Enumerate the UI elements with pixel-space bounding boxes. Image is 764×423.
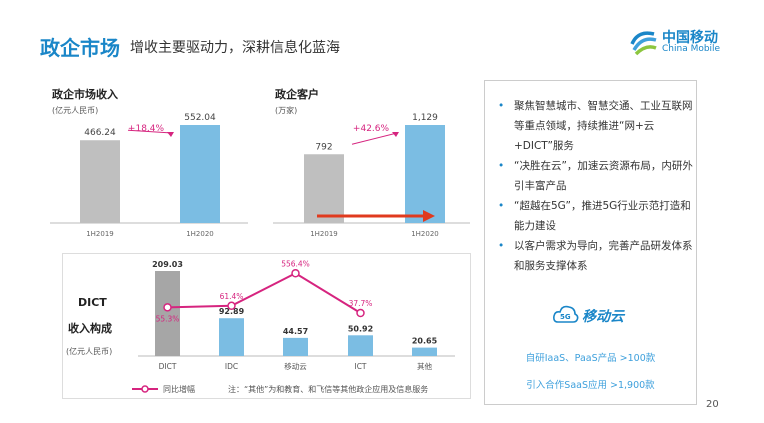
growth-arrow [127, 129, 173, 134]
x-tick-label: 1H2019 [86, 230, 114, 238]
stat-saas: 引入合作SaaS应用 >1,900款 [526, 380, 655, 391]
cloud-5g-icon: 5G [553, 305, 579, 323]
bar [348, 335, 373, 356]
growth-label: +42.6% [353, 124, 390, 134]
bar-value-label: 209.03 [152, 260, 183, 269]
cloud-brand: 移动云 [582, 309, 624, 325]
growth-point-label: 556.4% [281, 259, 310, 268]
bar [155, 271, 180, 356]
x-tick-label: DICT [159, 362, 177, 371]
growth-point-label: 61.4% [220, 292, 244, 301]
x-tick-label: 1H2019 [310, 230, 338, 238]
red-arrowhead [423, 210, 435, 222]
x-tick-label: ICT [354, 362, 366, 371]
logo-text-cn: 中国移动 [662, 30, 718, 46]
growth-point [163, 303, 172, 312]
bar [180, 125, 220, 223]
highlight-item: 以客户需求为导向，完善产品研发体系和服务支撑体系 [498, 236, 693, 276]
growth-point-label: 55.3% [156, 314, 180, 323]
bar-value-label: 552.04 [184, 113, 216, 123]
bar-value-label: 20.65 [412, 337, 438, 346]
bar [304, 154, 344, 223]
growth-point-label: 37.7% [349, 299, 373, 308]
highlights-panel [484, 80, 697, 405]
x-tick-label: 1H2020 [411, 230, 439, 238]
bar [283, 337, 308, 356]
growth-point [227, 301, 236, 311]
china-mobile-logo-icon [630, 31, 657, 56]
dict-title-line2: 收入构成 [68, 322, 112, 335]
growth-point [291, 269, 300, 278]
growth-point [356, 308, 365, 318]
dict-chart-box [62, 253, 471, 399]
bar-value-label: 50.92 [348, 324, 373, 333]
dict-note: 注：“其他”为和教育、和飞信等其他政企应用及信息服务 [228, 385, 429, 394]
bar-value-label: 1,129 [412, 113, 438, 123]
page-title: 政企市场 [40, 36, 120, 60]
revenue-chart-unit: (亿元人民币) [52, 106, 99, 115]
bar [405, 125, 445, 223]
page-subtitle: 增收主要驱动力，深耕信息化蓝海 [130, 40, 340, 56]
highlight-item: 聚焦智慧城市、智慧交通、工业互联网等重点领域，持续推进“网+云+DICT”服务 [498, 96, 693, 156]
growth-arrowhead [167, 132, 174, 137]
growth-arrowhead [392, 132, 399, 137]
x-tick-label: IDC [225, 362, 238, 371]
bar-value-label: 44.57 [283, 327, 308, 336]
customer-chart-title: 政企客户 [275, 88, 319, 101]
highlight-item: “决胜在云”，加速云资源布局，内研外引丰富产品 [498, 156, 693, 196]
stat-iaas-paas: 自研IaaS、PaaS产品 >100款 [525, 353, 656, 364]
cloud-badge: 5G [560, 313, 571, 321]
growth-line [167, 272, 362, 314]
charts-canvas: 466.24 1H2019 552.04 1H2020 +18.4% 792 1H2019 1… [50, 113, 470, 371]
highlights-list: 聚焦智慧城市、智慧交通、工业互联网等重点领域，持续推进“网+云+DICT”服务 … [498, 96, 693, 276]
customer-chart-unit: (万家) [275, 106, 298, 115]
bar [219, 318, 244, 356]
dict-unit: (亿元人民币) [66, 347, 113, 356]
bar-value-label: 92.89 [219, 307, 245, 316]
page-number: 20 [706, 399, 719, 410]
legend-line-marker-icon [132, 385, 158, 393]
dict-title-line1: DICT [78, 296, 107, 309]
highlight-item: “超越在5G”，推进5G行业示范打造和能力建设 [498, 196, 693, 236]
logo-text-en: China Mobile [662, 44, 721, 54]
x-tick-label: 1H2020 [186, 230, 214, 238]
legend-label: 同比增幅 [163, 385, 195, 394]
revenue-chart-title: 政企市场收入 [52, 88, 118, 101]
x-tick-label: 其他 [417, 361, 432, 371]
bar [80, 140, 120, 223]
bar-value-label: 792 [315, 142, 332, 152]
bar [412, 347, 437, 356]
x-tick-label: 移动云 [284, 361, 307, 371]
growth-arrow [351, 132, 398, 145]
bar-value-label: 466.24 [84, 128, 116, 138]
growth-label: +18.4% [128, 124, 165, 134]
